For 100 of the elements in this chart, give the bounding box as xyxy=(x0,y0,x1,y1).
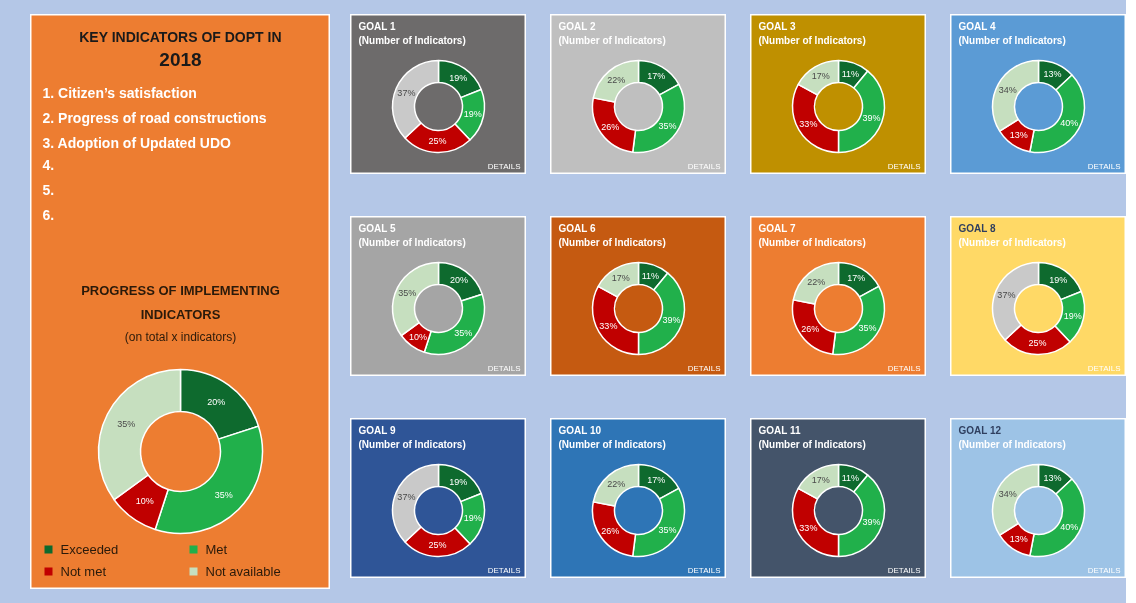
data-label: 19% xyxy=(449,476,468,487)
text: DETAILS xyxy=(487,565,521,575)
chart-subtitle: (Number of Indicators) xyxy=(358,438,466,450)
chart-title: GOAL 3 xyxy=(758,20,796,32)
text: DETAILS xyxy=(687,565,721,575)
data-label: 35% xyxy=(398,287,417,298)
data-label: 13% xyxy=(1009,534,1028,545)
chart-title: GOAL 11 xyxy=(758,424,801,436)
data-label: 22% xyxy=(807,276,826,287)
data-label: 11% xyxy=(841,68,860,79)
data-label: 17% xyxy=(811,475,830,486)
data-label: 25% xyxy=(428,136,447,147)
data-label: 17% xyxy=(847,273,866,284)
data-label: 39% xyxy=(862,517,881,528)
chart-subtitle: (Number of Indicators) xyxy=(958,236,1066,248)
data-label: 19% xyxy=(449,72,468,83)
data-label: 34% xyxy=(998,84,1017,95)
text: 4. xyxy=(42,156,55,173)
chart-subtitle: (Number of Indicators) xyxy=(758,34,866,46)
data-label: 20% xyxy=(207,397,226,408)
text: DETAILS xyxy=(687,161,721,171)
text: DETAILS xyxy=(487,363,521,373)
text: KEY INDICATORS OF DOPT IN 2018 xyxy=(79,28,282,70)
data-label: 26% xyxy=(601,526,620,537)
data-label: 37% xyxy=(397,491,416,502)
data-label: 17% xyxy=(611,273,630,284)
chart-title: GOAL 2 xyxy=(558,20,596,32)
data-label: 25% xyxy=(428,540,447,551)
data-label: 37% xyxy=(397,87,416,98)
chart-title: GOAL 4 xyxy=(958,20,996,32)
data-label: 13% xyxy=(1043,473,1062,484)
data-label: 35% xyxy=(658,121,677,132)
data-label: 10% xyxy=(135,495,154,506)
text: 5. xyxy=(42,181,55,198)
data-label: 19% xyxy=(463,109,482,120)
chart-title: GOAL 6 xyxy=(558,222,596,234)
chart-subtitle: (Number of Indicators) xyxy=(958,438,1066,450)
text: DETAILS xyxy=(887,161,921,171)
text: 2. Progress of road constructions xyxy=(42,109,267,126)
text: 1. Citizen’s satisfaction xyxy=(42,84,197,101)
legend-label: Exceeded xyxy=(60,542,119,557)
data-label: 37% xyxy=(997,289,1016,300)
data-label: 34% xyxy=(998,488,1017,499)
chart-subtitle: (Number of Indicators) xyxy=(558,438,666,450)
legend-label: Not available xyxy=(205,564,281,579)
data-label: 13% xyxy=(1009,130,1028,141)
chart-title: GOAL 12 xyxy=(958,424,1002,436)
text: DETAILS xyxy=(887,363,921,373)
data-label: 35% xyxy=(454,328,473,339)
chart-title: GOAL 5 xyxy=(358,222,396,234)
data-label: 19% xyxy=(1049,274,1068,285)
data-label: 26% xyxy=(601,122,620,133)
data-label: 35% xyxy=(117,418,136,429)
chart-subtitle: (Number of Indicators) xyxy=(358,34,466,46)
data-label: 19% xyxy=(1063,311,1082,322)
chart-subtitle: (on total x indicators) xyxy=(124,329,237,344)
data-label: 35% xyxy=(858,323,877,334)
data-label: 11% xyxy=(641,270,660,281)
data-label: 17% xyxy=(647,71,666,82)
chart-subtitle: (Number of Indicators) xyxy=(758,438,866,450)
chart-title: PROGRESS OF IMPLEMENTING INDICATORS xyxy=(81,282,280,322)
chart-subtitle: (Number of Indicators) xyxy=(558,236,666,248)
text: DETAILS xyxy=(687,363,721,373)
legend-label: Not met xyxy=(60,564,107,579)
data-label: 17% xyxy=(811,71,830,82)
text: DETAILS xyxy=(887,565,921,575)
data-label: 22% xyxy=(607,74,626,85)
text: 6. xyxy=(42,206,55,223)
data-label: 40% xyxy=(1060,522,1079,533)
text: DETAILS xyxy=(1087,565,1121,575)
data-label: 22% xyxy=(607,478,626,489)
chart-title: GOAL 7 xyxy=(758,222,796,234)
text: DETAILS xyxy=(1087,161,1121,171)
data-label: 33% xyxy=(799,523,818,534)
data-label: 25% xyxy=(1028,338,1047,349)
data-label: 26% xyxy=(801,324,820,335)
chart-title: GOAL 9 xyxy=(358,424,396,436)
data-label: 33% xyxy=(799,119,818,130)
chart-title: GOAL 1 xyxy=(358,20,396,32)
data-label: 11% xyxy=(841,472,860,483)
data-label: 35% xyxy=(214,489,233,500)
data-label: 35% xyxy=(658,525,677,536)
data-label: 39% xyxy=(862,113,881,124)
text: 3. Adoption of Updated UDO xyxy=(42,134,232,151)
chart-title: GOAL 10 xyxy=(558,424,602,436)
chart-title: GOAL 8 xyxy=(958,222,996,234)
data-label: 17% xyxy=(647,475,666,486)
data-label: 13% xyxy=(1043,69,1062,80)
chart-subtitle: (Number of Indicators) xyxy=(958,34,1066,46)
legend-label: Met xyxy=(205,542,228,557)
data-label: 39% xyxy=(662,315,681,326)
data-label: 33% xyxy=(599,321,618,332)
text: DETAILS xyxy=(487,161,521,171)
text: DETAILS xyxy=(1087,363,1121,373)
data-label: 10% xyxy=(408,331,427,342)
chart-subtitle: (Number of Indicators) xyxy=(758,236,866,248)
data-label: 40% xyxy=(1060,118,1079,129)
chart-subtitle: (Number of Indicators) xyxy=(558,34,666,46)
data-label: 20% xyxy=(450,275,469,286)
chart-subtitle: (Number of Indicators) xyxy=(358,236,466,248)
